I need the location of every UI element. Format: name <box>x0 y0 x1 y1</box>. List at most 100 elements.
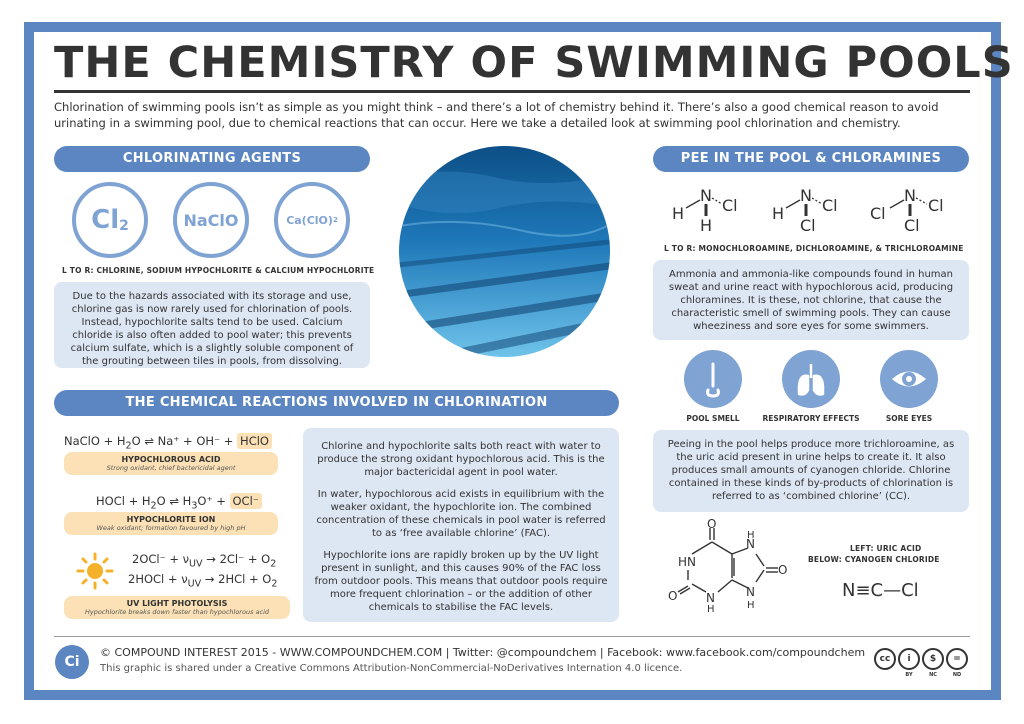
agents-text-box: Due to the hazards associated with its s… <box>54 282 370 368</box>
eq4-sub2: 2 <box>271 578 278 590</box>
monochloroamine-structure: N H Cl H <box>672 186 738 235</box>
effect-label-eyes: SORE EYES <box>885 414 933 423</box>
equation-3: 2OCl⁻ + νUV → 2Cl⁻ + O2 <box>132 552 276 569</box>
dichloroamine-structure: N H Cl Cl <box>772 186 838 235</box>
chlorine-circle: Cl 2 <box>72 182 148 258</box>
eq2-right: H <box>182 494 192 508</box>
svg-text:O: O <box>778 563 787 577</box>
reactions-paragraph-2: In water, hypochlorous acid exists in eq… <box>316 489 606 539</box>
tag-hypochlorous-acid: HYPOCHLOROUS ACID Strong oxidant, chief … <box>64 452 278 475</box>
chlorine-formula: Cl <box>91 205 120 235</box>
svg-text:N: N <box>706 591 715 605</box>
reactions-heading: THE CHEMICAL REACTIONS INVOLVED IN CHLOR… <box>54 390 619 416</box>
pee-heading: PEE IN THE POOL & CHLORAMINES <box>653 146 969 172</box>
sun-icon <box>76 552 114 590</box>
combined-chlorine-box: Peeing in the pool helps produce more tr… <box>653 430 969 512</box>
eq1-sub: 2 <box>125 440 132 452</box>
footer-credits[interactable]: © COMPOUND INTEREST 2015 - WWW.COMPOUNDC… <box>100 646 866 659</box>
effect-circle-smell <box>684 350 742 408</box>
svg-text:N: N <box>746 537 755 551</box>
by-label: BY <box>905 672 913 678</box>
calcium-hypochlorite-sub: 2 <box>332 216 338 224</box>
svg-text:HN: HN <box>678 555 696 569</box>
eq3-sub2: 2 <box>270 558 277 570</box>
equilibrium-arrow-icon: ⇌ <box>144 434 154 448</box>
eq3-right: 2Cl⁻ + O <box>219 552 271 566</box>
equation-4: 2HOCl + νUV → 2HCl + O2 <box>128 572 277 589</box>
chloramines-text: Ammonia and ammonia-like compounds found… <box>668 269 954 332</box>
eq1-product: HClO <box>237 433 272 449</box>
nc-icon: $ <box>922 648 944 670</box>
tag3-desc: Hypochlorite breaks down faster than hyp… <box>84 608 270 616</box>
arrow-icon: → <box>204 572 215 586</box>
footer-licence: This graphic is shared under a Creative … <box>100 663 683 674</box>
svg-text:O: O <box>668 589 677 603</box>
by-icon: i <box>898 648 920 670</box>
effect-label-respiratory: RESPIRATORY EFFECTS <box>762 414 860 423</box>
eq1-left: NaClO + H <box>64 434 126 448</box>
effect-label-smell: POOL SMELL <box>686 414 740 423</box>
chloramines-caption: L TO R: MONOCHLOROAMINE, DICHLOROAMINE, … <box>664 244 964 253</box>
agents-caption: L TO R: CHLORINE, SODIUM HYPOCHLORITE & … <box>62 266 375 275</box>
combined-chlorine-text: Peeing in the pool helps produce more tr… <box>667 439 955 502</box>
eq1-right: Na⁺ + OH⁻ + <box>157 434 234 448</box>
tag3-title: UV LIGHT PHOTOLYSIS <box>126 599 228 608</box>
svg-text:N: N <box>746 585 755 599</box>
uric-acid-caption: LEFT: URIC ACID <box>850 544 922 553</box>
cc-icon: cc <box>874 648 896 670</box>
intro-text: Chlorination of swimming pools isn’t as … <box>54 100 939 130</box>
nd-icon: = <box>946 648 968 670</box>
eq2-mid: O <box>156 494 166 508</box>
eye-icon <box>892 371 926 387</box>
svg-text:H: H <box>707 604 715 615</box>
eq3-left: 2OCl⁻ + ν <box>132 552 190 566</box>
lungs-icon <box>797 364 825 396</box>
page-title: THE CHEMISTRY OF SWIMMING POOLS <box>54 38 1014 88</box>
tag1-title: HYPOCHLOROUS ACID <box>121 455 221 464</box>
agents-heading: CHLORINATING AGENTS <box>54 146 370 172</box>
cyanogen-chloride-formula: N≡C—Cl <box>842 580 919 601</box>
nc-label: NC <box>929 672 937 678</box>
effect-circle-eyes <box>880 350 938 408</box>
calcium-hypochlorite-formula: Ca(ClO) <box>286 213 333 227</box>
trichloroamine-structure: N Cl Cl Cl <box>870 186 944 235</box>
svg-text:H: H <box>747 530 755 541</box>
svg-text:H: H <box>747 600 755 611</box>
sodium-hypochlorite-formula: NaClO <box>183 210 239 230</box>
eq2-left: HOCl + H <box>96 494 151 508</box>
equation-1: NaClO + H2O ⇌ Na⁺ + OH⁻ + HClO <box>64 433 272 452</box>
nose-icon <box>706 362 720 398</box>
equation-2: HOCl + H2O ⇌ H3O⁺ + OCl⁻ <box>96 493 262 512</box>
eq4-right: 2HCl + O <box>218 572 272 586</box>
eq2-right2: O⁺ + <box>197 494 226 508</box>
nd-label: ND <box>952 672 962 678</box>
footer-rule <box>54 636 970 637</box>
eq2-sub2: 3 <box>191 500 198 512</box>
eq1-mid: O <box>131 434 141 448</box>
eq3-sub: UV <box>189 558 203 570</box>
pool-image <box>399 146 610 357</box>
svg-text:O: O <box>707 518 716 531</box>
chloramines-text-box: Ammonia and ammonia-like compounds found… <box>653 260 969 340</box>
tag2-desc: Weak oxidant; formation favoured by high… <box>96 524 246 532</box>
tag2-title: HYPOCHLORITE ION <box>126 515 216 524</box>
title-rule <box>54 90 970 93</box>
eq4-sub: UV <box>187 578 202 590</box>
sodium-hypochlorite-circle: NaClO <box>173 182 249 258</box>
eq2-product: OCl⁻ <box>229 493 262 509</box>
chlorine-sub: 2 <box>119 218 129 234</box>
arrow-icon: → <box>206 552 216 566</box>
reactions-text-box: Chlorine and hypochlorite salts both rea… <box>303 428 619 622</box>
tag1-desc: Strong oxidant, chief bactericidal agent <box>106 464 236 472</box>
reactions-paragraph-1: Chlorine and hypochlorite salts both rea… <box>317 441 605 478</box>
tag-uv-photolysis: UV LIGHT PHOTOLYSIS Hypochlorite breaks … <box>64 596 290 619</box>
eq2-sub: 2 <box>150 500 157 512</box>
cyanogen-caption: BELOW: CYANOGEN CHLORIDE <box>808 555 940 564</box>
equilibrium-arrow-icon: ⇌ <box>169 494 179 508</box>
effect-circle-respiratory <box>782 350 840 408</box>
compound-interest-logo: Ci <box>55 645 89 679</box>
reactions-paragraph-3: Hypochlorite ions are rapidly broken up … <box>314 550 608 613</box>
eq4-left: 2HOCl + ν <box>128 572 188 586</box>
tag-hypochlorite-ion: HYPOCHLORITE ION Weak oxidant; formation… <box>64 512 278 535</box>
